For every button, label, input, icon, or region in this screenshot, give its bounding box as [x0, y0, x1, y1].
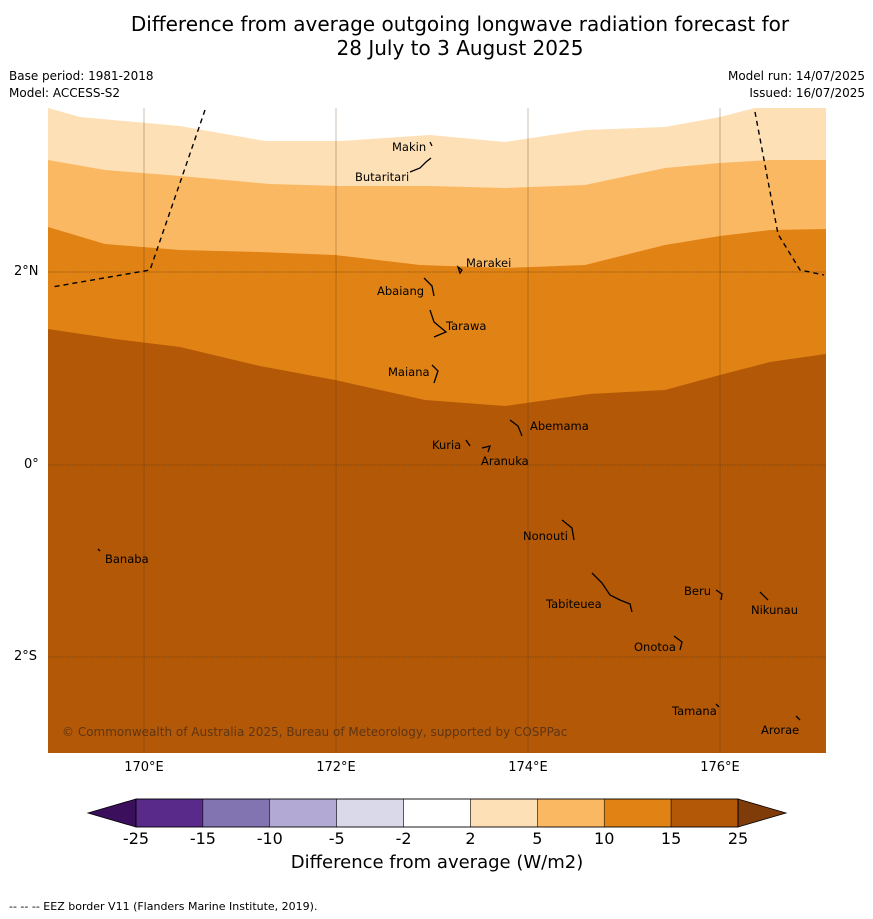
colorbar-cells: [135, 798, 739, 828]
label-tarawa: Tarawa: [445, 319, 486, 333]
map-panel: Makin Butaritari Marakei Abaiang Tarawa …: [48, 100, 826, 753]
colorbar-ticks: -25 -15 -10 -5 -2 2 5 10 15 25: [123, 829, 748, 848]
label-butaritari: Butaritari: [355, 170, 409, 184]
copyright-notice: © Commonwealth of Australia 2025, Bureau…: [62, 725, 567, 739]
colorbar-tick-label: -25: [123, 829, 149, 848]
lon-label-170e: 170°E: [124, 760, 164, 775]
beru-island: [715, 589, 723, 601]
islands: [97, 141, 801, 721]
label-nonouti: Nonouti: [523, 529, 568, 543]
colorbar-title: Difference from average (W/m2): [290, 852, 584, 873]
abemama-island: [509, 419, 523, 437]
makin-island: [429, 141, 433, 147]
aranuka-island: [481, 445, 491, 453]
onotoa-island: [673, 635, 683, 651]
colorbar-tick-label: 15: [661, 829, 681, 848]
colorbar-cell: [403, 798, 471, 828]
colorbar-cell: [670, 798, 739, 828]
colorbar: -25 -15 -10 -5 -2 2 5 10 15 25: [86, 798, 788, 848]
colorbar-tick-label: 10: [594, 829, 614, 848]
issued-date: Issued: 16/07/2025: [749, 86, 865, 100]
meta-right: Model run: 14/07/2025 Issued: 16/07/2025: [728, 68, 865, 102]
marakei-island: [456, 265, 463, 275]
label-kuria: Kuria: [432, 438, 461, 452]
tarawa-island: [429, 309, 448, 338]
lon-label-176e: 176°E: [700, 760, 740, 775]
label-abaiang: Abaiang: [377, 284, 424, 298]
model-name: Model: ACCESS-S2: [9, 86, 121, 100]
colorbar-extend-high: [737, 798, 788, 828]
blank-sky: [48, 100, 826, 142]
label-tamana: Tamana: [671, 704, 717, 718]
colorbar-cell: [537, 798, 605, 828]
colorbar-cell: [603, 798, 672, 828]
base-period: Base period: 1981-2018: [9, 69, 154, 83]
maiana-island: [431, 364, 439, 384]
colorbar-cell: [269, 798, 337, 828]
label-abemama: Abemama: [530, 419, 589, 433]
nikunau-island: [759, 591, 769, 601]
tabiteuea-island: [591, 572, 633, 613]
colorbar-cell: [470, 798, 538, 828]
colorbar-tick-label: -15: [190, 829, 216, 848]
abaiang-island: [423, 277, 435, 297]
label-onotoa: Onotoa: [634, 640, 676, 654]
label-maiana: Maiana: [388, 365, 430, 379]
eez-footer-note: -- -- -- EEZ border V11 (Flanders Marine…: [9, 900, 318, 913]
butaritari-island: [409, 157, 432, 173]
colorbar-tick-label: -10: [257, 829, 283, 848]
eez-border: [51, 109, 825, 288]
model-run: Model run: 14/07/2025: [727, 69, 865, 83]
label-arorae: Arorae: [761, 723, 799, 737]
label-beru: Beru: [684, 584, 711, 598]
title-line-1: Difference from average outgoing longwav…: [130, 12, 790, 36]
colorbar-cell: [202, 798, 271, 828]
colorbar-tick-label: 2: [465, 829, 475, 848]
colorbar-cell: [135, 798, 204, 828]
banaba-island: [97, 548, 101, 552]
colorbar-tick-label: 25: [728, 829, 748, 848]
meta-left: Base period: 1981-2018 Model: ACCESS-S2: [9, 68, 154, 102]
kuria-island: [465, 439, 471, 447]
colorbar-extend-low: [86, 798, 137, 828]
label-nikunau: Nikunau: [751, 603, 798, 617]
colorbar-cell: [336, 798, 404, 828]
label-banaba: Banaba: [105, 552, 149, 566]
label-aranuka: Aranuka: [481, 454, 529, 468]
nonouti-island: [561, 519, 575, 541]
map-title: Difference from average outgoing longwav…: [0, 12, 873, 60]
arorae-island: [795, 715, 801, 721]
colorbar-tick-label: 5: [532, 829, 542, 848]
island-labels: Makin Butaritari Marakei Abaiang Tarawa …: [105, 140, 799, 737]
lat-label-2n: 2°N: [14, 264, 39, 279]
colorbar-tick-label: -2: [396, 829, 412, 848]
label-makin: Makin: [392, 140, 426, 154]
graticule: [143, 108, 721, 753]
lon-label-172e: 172°E: [316, 760, 356, 775]
label-tabiteuea: Tabiteuea: [545, 597, 602, 611]
lat-label-0: 0°: [24, 457, 39, 472]
title-line-2: 28 July to 3 August 2025: [336, 36, 584, 60]
colorbar-tick-label: -5: [329, 829, 345, 848]
label-marakei: Marakei: [466, 256, 511, 270]
lon-label-174e: 174°E: [508, 760, 548, 775]
tamana-island: [715, 703, 720, 708]
lat-label-2s: 2°S: [14, 649, 38, 664]
